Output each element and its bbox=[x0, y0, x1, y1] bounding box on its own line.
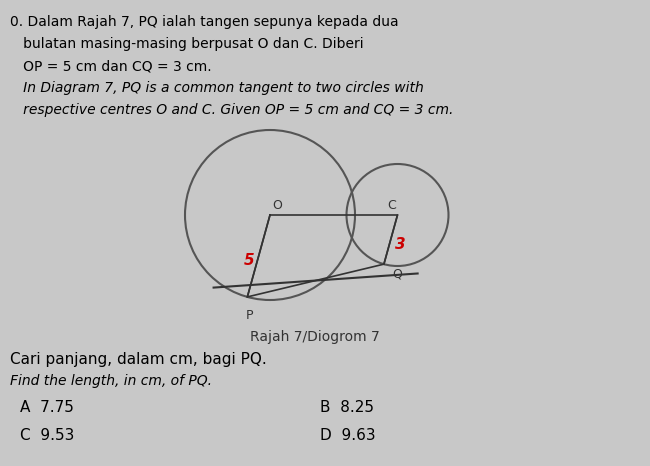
Text: Q: Q bbox=[392, 267, 402, 280]
Text: P: P bbox=[246, 309, 253, 322]
Text: C: C bbox=[387, 199, 395, 212]
Text: bulatan masing-masing berpusat O dan C. Diberi: bulatan masing-masing berpusat O dan C. … bbox=[10, 37, 363, 51]
Text: 3: 3 bbox=[395, 237, 406, 252]
Text: respective centres O and C. Given OP = 5 cm and CQ = 3 cm.: respective centres O and C. Given OP = 5… bbox=[10, 103, 454, 117]
Text: O: O bbox=[272, 199, 282, 212]
Text: 0. Dalam Rajah 7, PQ ialah tangen sepunya kepada dua: 0. Dalam Rajah 7, PQ ialah tangen sepuny… bbox=[10, 15, 398, 29]
Text: Rajah 7/Diogrom 7: Rajah 7/Diogrom 7 bbox=[250, 330, 380, 344]
Text: C  9.53: C 9.53 bbox=[20, 428, 74, 443]
Text: Find the length, in cm, of PQ.: Find the length, in cm, of PQ. bbox=[10, 374, 212, 388]
Text: In Diagram 7, PQ is a common tangent to two circles with: In Diagram 7, PQ is a common tangent to … bbox=[10, 81, 424, 95]
Text: B  8.25: B 8.25 bbox=[320, 400, 374, 415]
Text: OP = 5 cm dan CQ = 3 cm.: OP = 5 cm dan CQ = 3 cm. bbox=[10, 59, 212, 73]
Text: Cari panjang, dalam cm, bagi PQ.: Cari panjang, dalam cm, bagi PQ. bbox=[10, 352, 266, 367]
Text: D  9.63: D 9.63 bbox=[320, 428, 376, 443]
Text: A  7.75: A 7.75 bbox=[20, 400, 74, 415]
Text: 5: 5 bbox=[243, 254, 254, 268]
